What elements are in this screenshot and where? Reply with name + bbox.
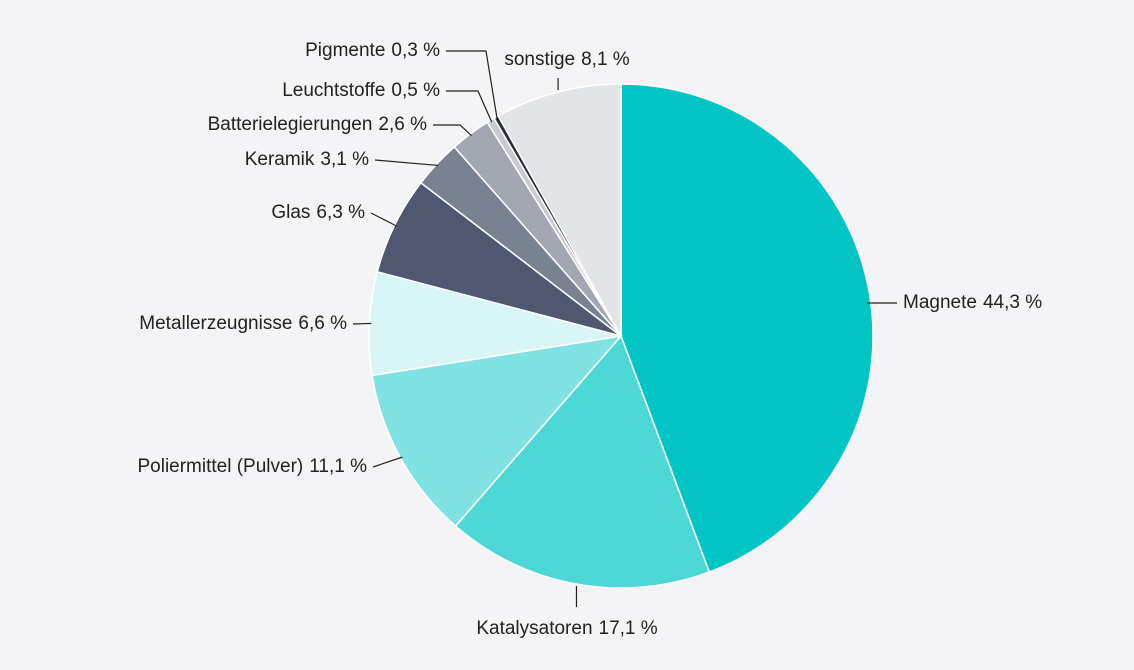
slice-label: Batterielegierungen 2,6 % <box>208 114 427 135</box>
value-label: 3,1 % <box>320 149 369 170</box>
leader-line <box>446 90 493 123</box>
value-label: 2,6 % <box>378 114 427 135</box>
category-label: Katalysatoren <box>476 618 592 639</box>
value-label: 17,1 % <box>599 618 658 639</box>
pie-slice <box>497 83 622 339</box>
category-label: sonstige <box>504 49 575 70</box>
slice-label: Poliermittel (Pulver) 11,1 % <box>137 456 367 477</box>
value-label: 6,6 % <box>298 313 347 334</box>
slice-label: sonstige 8,1 % <box>504 49 629 70</box>
value-label: 11,1 % <box>309 456 367 477</box>
leader-line <box>370 212 397 227</box>
leader-line <box>352 322 372 325</box>
slice-label: Katalysatoren 17,1 % <box>476 618 657 639</box>
category-label: Leuchtstoffe <box>282 80 385 101</box>
slice-label: Pigmente 0,3 % <box>305 40 440 61</box>
value-label: 6,3 % <box>316 202 365 223</box>
value-label: 0,3 % <box>391 40 440 61</box>
value-label: 0,5 % <box>391 80 440 101</box>
value-label: 44,3 % <box>983 292 1042 313</box>
category-label: Poliermittel (Pulver) <box>137 456 303 477</box>
slice-label: Leuchtstoffe 0,5 % <box>282 80 440 101</box>
leader-line <box>372 456 403 468</box>
category-label: Magnete <box>903 292 977 313</box>
slice-label: Metallerzeugnisse 6,6 % <box>139 313 347 334</box>
category-label: Glas <box>271 202 310 223</box>
pie-slice <box>620 83 874 573</box>
leader-line <box>446 50 498 119</box>
pie-slice <box>454 334 711 589</box>
category-label: Keramik <box>245 149 315 170</box>
value-label: 8,1 % <box>581 49 630 70</box>
slice-label: Magnete 44,3 % <box>903 292 1042 313</box>
category-label: Pigmente <box>305 40 385 61</box>
leader-line <box>374 159 439 167</box>
leader-line <box>433 124 472 137</box>
slice-label: Glas 6,3 % <box>271 202 365 223</box>
category-label: Batterielegierungen <box>208 114 373 135</box>
category-label: Metallerzeugnisse <box>139 313 292 334</box>
slice-label: Keramik 3,1 % <box>245 149 369 170</box>
